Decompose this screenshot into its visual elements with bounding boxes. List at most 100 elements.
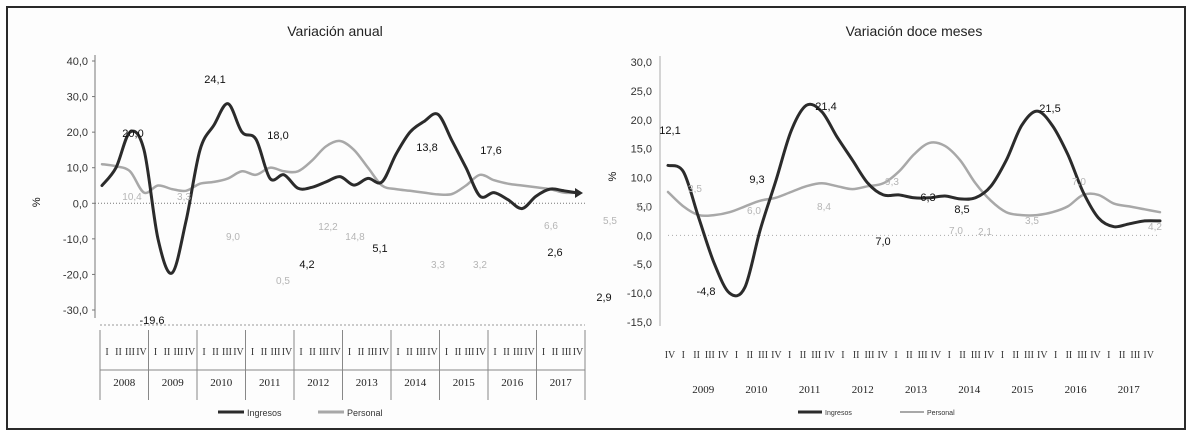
right-quarter-label: III: [971, 350, 981, 361]
right-year-label: 2009: [692, 384, 715, 396]
right-quarter-label: IV: [877, 350, 888, 361]
right-legend-label-personal: Personal: [927, 410, 955, 417]
right-quarter-label: III: [1130, 350, 1140, 361]
left-quarter-label: IV: [573, 347, 584, 358]
left-quarter-label: IV: [185, 347, 196, 358]
right-y-tick-label: -5,0: [633, 259, 652, 271]
right-quarter-label: I: [948, 350, 951, 361]
right-data-label: 7,0: [875, 236, 890, 248]
left-data-label: -19,6: [139, 315, 164, 327]
right-quarter-label: I: [1107, 350, 1110, 361]
right-year-label: 2012: [852, 384, 874, 396]
left-year-label: 2012: [307, 377, 329, 389]
left-data-label-light: 14,8: [345, 232, 365, 243]
left-y-tick-label: -30,0: [63, 305, 88, 317]
left-quarter-label: IV: [524, 347, 535, 358]
left-series-end-arrow: [575, 187, 583, 198]
right-quarter-label: IV: [771, 350, 782, 361]
right-quarter-label: III: [705, 350, 715, 361]
right-quarter-label: III: [1024, 350, 1034, 361]
left-y-axis-label: %: [31, 197, 43, 207]
right-quarter-label: IV: [984, 350, 995, 361]
right-quarter-label: II: [959, 350, 966, 361]
right-quarter-label: I: [841, 350, 844, 361]
left-data-label: 5,1: [372, 243, 387, 255]
left-quarter-label: I: [154, 347, 157, 358]
left-year-label: 2013: [356, 377, 379, 389]
left-quarter-label: II: [358, 347, 365, 358]
left-data-label-light: 3,2: [473, 260, 487, 271]
left-year-label: 2015: [453, 377, 476, 389]
right-y-tick-label: -10,0: [627, 288, 652, 300]
left-series-line-personal: [100, 139, 580, 197]
left-data-label: 24,1: [204, 74, 225, 86]
right-chart: Variación doce meses 30,0 25,0 20,0 15,0 10,0…: [607, 23, 1162, 417]
left-quarter-label: III: [416, 347, 426, 358]
right-quarter-label: III: [1077, 350, 1087, 361]
left-quarter-label: IV: [136, 347, 147, 358]
left-quarter-label: I: [348, 347, 351, 358]
left-year-label: 2014: [404, 377, 427, 389]
left-data-label-light: 3,3: [431, 260, 445, 271]
right-y-tick-label: 5,0: [637, 201, 652, 213]
left-data-label: 2,9: [596, 292, 611, 304]
right-data-label: 12,1: [659, 125, 680, 137]
right-quarter-label: II: [906, 350, 913, 361]
left-quarter-label: I: [202, 347, 205, 358]
left-data-label-light: 10,4: [122, 192, 142, 203]
left-data-label: 2,6: [547, 247, 562, 259]
left-quarter-label: II: [309, 347, 316, 358]
right-quarter-label: IV: [718, 350, 729, 361]
left-y-tick-label: -10,0: [63, 234, 88, 246]
left-quarter-label: III: [368, 347, 378, 358]
right-quarter-label: IV: [1037, 350, 1048, 361]
right-quarter-label: IV: [931, 350, 942, 361]
left-year-label: 2010: [210, 377, 233, 389]
right-year-label: 2016: [1065, 384, 1088, 396]
right-quarter-label: IV: [1090, 350, 1101, 361]
right-quarter-label: IV: [665, 350, 676, 361]
right-data-label-light: 9,3: [885, 177, 899, 188]
left-quarter-label: II: [455, 347, 462, 358]
left-data-label-light: 12,2: [318, 222, 338, 233]
right-data-label-light: 2,1: [636, 202, 650, 213]
right-y-tick-label: 20,0: [631, 115, 652, 127]
right-data-label: 8,5: [954, 204, 969, 216]
right-y-tick-label: 30,0: [631, 57, 652, 69]
right-data-label-light: 3,5: [688, 184, 702, 195]
left-year-label: 2011: [259, 377, 281, 389]
right-y-tick-label: 0,0: [637, 230, 652, 242]
left-quarter-label: III: [562, 347, 572, 358]
left-data-label-light: 9,0: [226, 232, 240, 243]
left-data-label: 13,8: [416, 142, 437, 154]
right-quarter-label: II: [746, 350, 753, 361]
right-year-label: 2010: [745, 384, 768, 396]
right-y-axis-label: %: [607, 171, 619, 181]
left-chart-title: Variación anual: [287, 23, 382, 39]
right-data-label: 6,3: [920, 192, 935, 204]
right-data-label: 21,4: [815, 101, 836, 113]
left-data-label: 17,6: [480, 145, 501, 157]
right-quarter-label: I: [735, 350, 738, 361]
left-quarter-label: IV: [282, 347, 293, 358]
left-quarter-label: IV: [379, 347, 390, 358]
right-year-label: 2014: [958, 384, 981, 396]
left-quarter-label: II: [115, 347, 122, 358]
left-quarter-label: III: [513, 347, 523, 358]
left-quarter-label: III: [271, 347, 281, 358]
left-quarter-label: II: [503, 347, 510, 358]
right-quarter-label: II: [853, 350, 860, 361]
left-quarter-label: IV: [476, 347, 487, 358]
left-quarter-label: III: [222, 347, 232, 358]
left-data-label-light: 3,3: [177, 192, 191, 203]
left-data-label: 20,0: [122, 128, 143, 140]
right-chart-title: Variación doce meses: [846, 23, 983, 39]
right-y-tick-label: 15,0: [631, 144, 652, 156]
left-quarter-label: III: [465, 347, 475, 358]
left-legend-label-personal: Personal: [347, 408, 383, 418]
left-data-label: 4,2: [299, 259, 314, 271]
left-data-label: 18,0: [267, 130, 288, 142]
chart-frame: [6, 6, 1186, 430]
left-quarter-label: III: [319, 347, 329, 358]
